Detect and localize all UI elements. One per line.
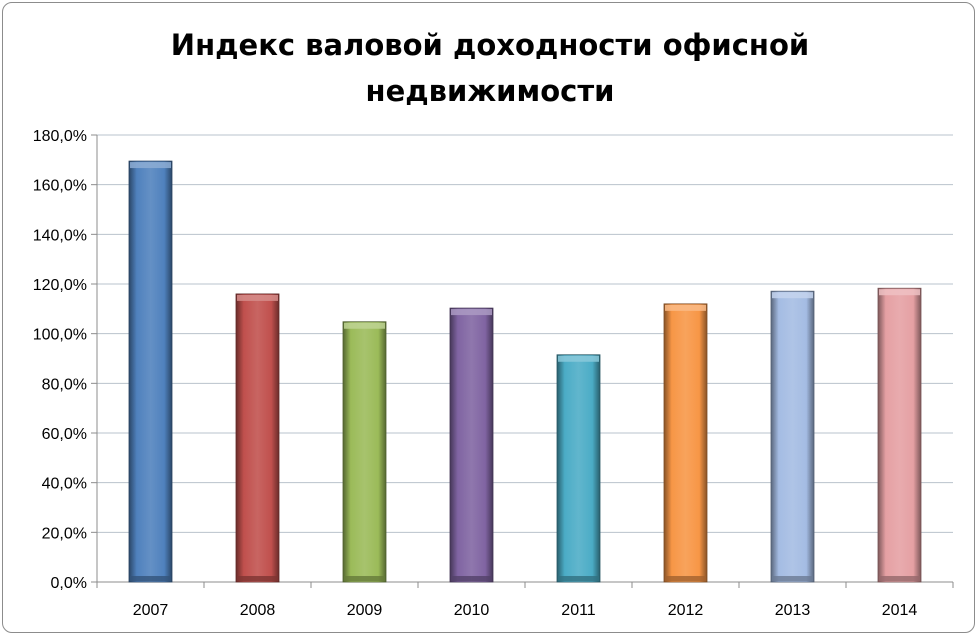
bar-2010 [449,307,494,583]
bar-bottom-bevel-2009 [344,576,385,581]
bar-2008 [235,293,280,583]
x-tick-label: 2010 [454,602,490,619]
bar-top-bevel-2011 [558,355,599,362]
y-tick-label: 80,0% [42,376,87,393]
y-tick-label: 120,0% [33,277,87,294]
bar-bottom-bevel-2011 [558,576,599,581]
chart-title: Индекс валовой доходности офисной недвиж… [170,28,810,108]
bar-bottom-bevel-2008 [237,576,278,581]
x-tick-label: 2009 [347,602,383,619]
x-tick-label: 2008 [240,602,276,619]
bar-bottom-bevel-2007 [130,576,171,581]
x-tick-label: 2007 [133,602,169,619]
bar-top-bevel-2013 [772,292,813,299]
bar-2014 [877,287,922,583]
bar-2011 [556,354,601,583]
bar-top-bevel-2014 [879,289,920,296]
bar-top-bevel-2010 [451,309,492,316]
y-tick-label: 20,0% [42,525,87,542]
bar-2007 [128,160,173,583]
x-tick-label: 2014 [882,602,918,619]
x-tick-label: 2011 [561,602,596,619]
bar-2012 [663,303,708,583]
bar-bottom-bevel-2010 [451,576,492,581]
y-tick-label: 0,0% [51,575,87,592]
y-tick-label: 40,0% [42,476,87,493]
bar-top-bevel-2008 [237,294,278,301]
bar-top-bevel-2007 [130,162,171,169]
bar-top-bevel-2012 [665,304,706,311]
y-tick-label: 160,0% [33,178,87,195]
x-tick-label: 2013 [775,602,811,619]
bar-bottom-bevel-2013 [772,576,813,581]
x-tick-label: 2012 [668,602,704,619]
bar-top-bevel-2009 [344,322,385,329]
y-tick-label: 60,0% [42,426,87,443]
y-tick-label: 180,0% [33,128,87,145]
bar-2009 [342,321,387,583]
y-tick-label: 140,0% [33,227,87,244]
bar-bottom-bevel-2014 [879,576,920,581]
bar-bottom-bevel-2012 [665,576,706,581]
y-tick-label: 100,0% [33,327,87,344]
bar-2013 [770,290,815,583]
